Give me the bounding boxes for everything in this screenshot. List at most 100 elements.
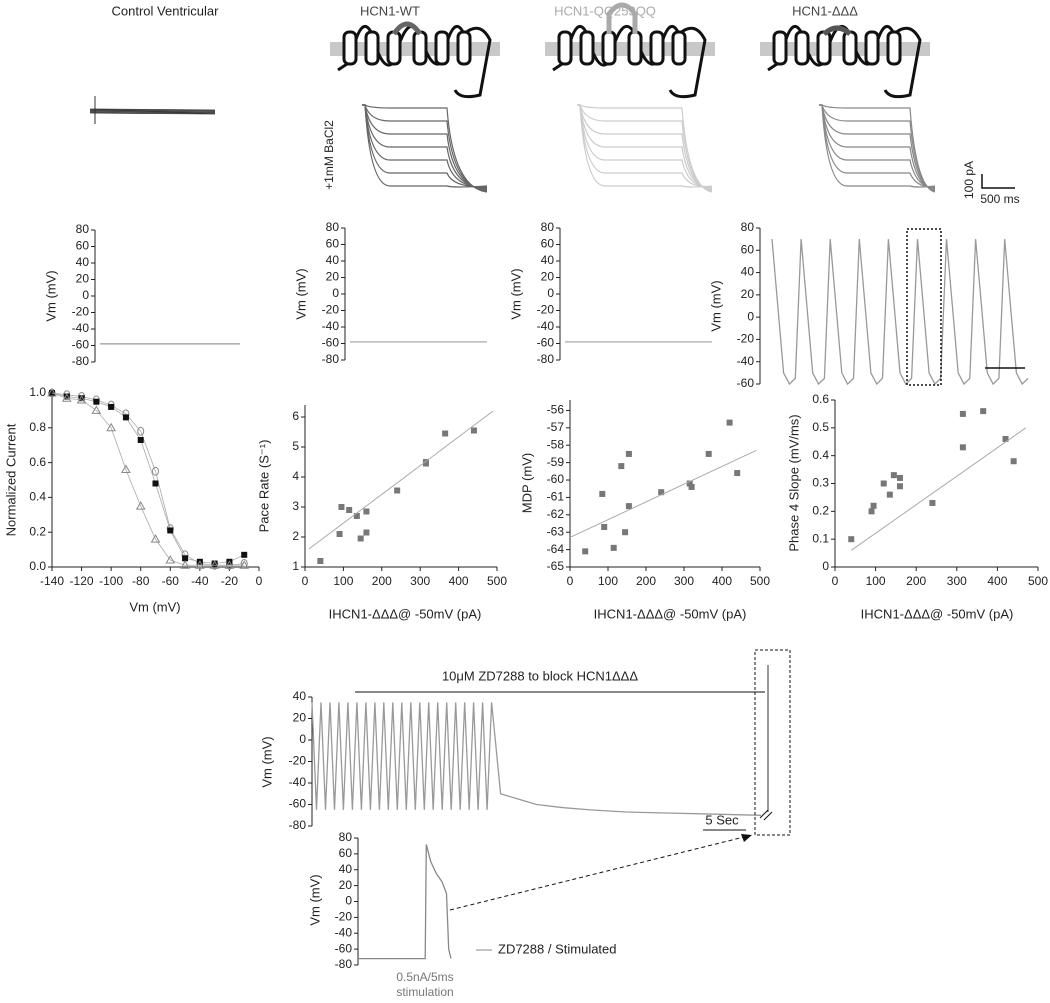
annotation: 0.5nA/5ms — [396, 970, 453, 984]
helix — [671, 30, 687, 66]
y-tick-label: -62 — [547, 507, 565, 521]
point — [47, 387, 57, 397]
helix — [434, 30, 450, 66]
point — [150, 534, 161, 543]
y-axis-label: Pace Rate (S⁻¹) — [256, 440, 271, 533]
y-axis-label: Vm (mV) — [307, 874, 322, 925]
x-tick-label: 300 — [947, 574, 967, 588]
y-tick-label: 0.5 — [812, 420, 829, 434]
y-tick-label: 0 — [822, 559, 829, 573]
helix — [579, 30, 595, 66]
point — [167, 527, 174, 534]
point — [63, 393, 70, 400]
x-axis-label: IHCN1-ΔΔΔ@ -50mV (pA) — [861, 606, 1014, 621]
x-tick-label: 0 — [567, 574, 574, 588]
helix — [886, 30, 902, 66]
y-tick-label: 0.6 — [812, 392, 829, 406]
y-tick-label: -40 — [322, 319, 340, 333]
pore-loop — [606, 2, 638, 34]
point — [880, 480, 887, 487]
x-tick-label: 300 — [410, 574, 430, 588]
y-tick-label: 0.4 — [29, 490, 46, 504]
y-tick-label: 0.4 — [812, 448, 829, 462]
y-tick-label: -60 — [322, 336, 340, 350]
point — [106, 422, 117, 432]
panel-title: HCN1-WT — [360, 3, 420, 18]
y-tick-label: -20 — [537, 303, 555, 317]
point — [705, 450, 712, 457]
y-tick-label: 20 — [339, 878, 353, 892]
point — [868, 508, 875, 515]
point — [470, 427, 477, 434]
point — [625, 450, 632, 457]
point — [353, 513, 360, 519]
y-tick-label: 0.2 — [29, 524, 46, 538]
point — [108, 403, 115, 410]
x-tick-label: 100 — [598, 574, 618, 588]
annotation: stimulation — [396, 985, 453, 998]
current-trace — [89, 111, 216, 113]
y-tick-label: 60 — [541, 237, 555, 251]
helix — [794, 30, 810, 66]
point — [886, 491, 893, 498]
y-tick-label: 4 — [292, 469, 299, 483]
y-tick-label: -63 — [547, 524, 565, 538]
arrow — [449, 835, 749, 911]
y-axis-label: MDP (mV) — [519, 453, 534, 513]
x-tick-label: 0 — [302, 574, 309, 588]
point — [422, 459, 429, 465]
helix — [627, 30, 643, 66]
helix — [649, 30, 665, 66]
fit-curve — [51, 392, 245, 566]
y-tick-label: -20 — [322, 303, 340, 317]
point — [582, 548, 589, 555]
point — [137, 426, 145, 436]
x-tick-label: 500 — [750, 574, 770, 588]
y-axis-label: Vm (mV) — [708, 280, 723, 331]
point — [622, 529, 629, 536]
y-tick-label: 0 — [332, 286, 339, 300]
y-tick-label: 20 — [76, 272, 90, 286]
helix — [772, 30, 788, 66]
x-tick-label: -20 — [221, 574, 239, 588]
y-tick-label: 60 — [339, 846, 353, 860]
trace — [311, 702, 762, 816]
x-tick-label: 0 — [832, 574, 839, 588]
y-tick-label: 6 — [292, 409, 299, 423]
y-tick-label: 40 — [76, 255, 90, 269]
point — [122, 414, 129, 421]
x-tick-label: 500 — [1028, 574, 1048, 588]
y-tick-label: -59 — [547, 455, 565, 469]
y-tick-label: -20 — [737, 332, 755, 346]
scale-label: 5 Sec — [705, 812, 739, 827]
x-tick-label: 300 — [674, 574, 694, 588]
point — [610, 544, 617, 551]
y-tick-label: -60 — [547, 472, 565, 486]
point — [121, 464, 131, 474]
point — [890, 472, 897, 479]
current-trace — [577, 104, 713, 188]
y-tick-label: 60 — [76, 239, 90, 253]
helix — [364, 30, 380, 66]
point — [726, 419, 733, 426]
y-tick-label: -40 — [537, 319, 555, 333]
point — [180, 560, 190, 569]
current-trace — [89, 108, 216, 111]
point — [336, 531, 343, 537]
x-tick-label: -60 — [162, 574, 180, 588]
y-tick-label: -20 — [72, 305, 90, 319]
point — [317, 558, 324, 564]
y-tick-label: -60 — [335, 941, 353, 955]
y-axis-label: Vm (mV) — [259, 736, 274, 787]
y-tick-label: -60 — [72, 338, 90, 352]
point — [848, 536, 855, 543]
x-tick-label: 400 — [449, 574, 469, 588]
x-tick-label: -100 — [99, 574, 123, 588]
break-mark — [759, 809, 773, 821]
current-trace — [362, 104, 488, 188]
y-tick-label: -80 — [322, 352, 340, 366]
pore-loop — [822, 25, 852, 36]
y-tick-label: 20 — [326, 270, 340, 284]
x-tick-label: 500 — [487, 574, 507, 588]
y-tick-label: 80 — [339, 830, 353, 844]
